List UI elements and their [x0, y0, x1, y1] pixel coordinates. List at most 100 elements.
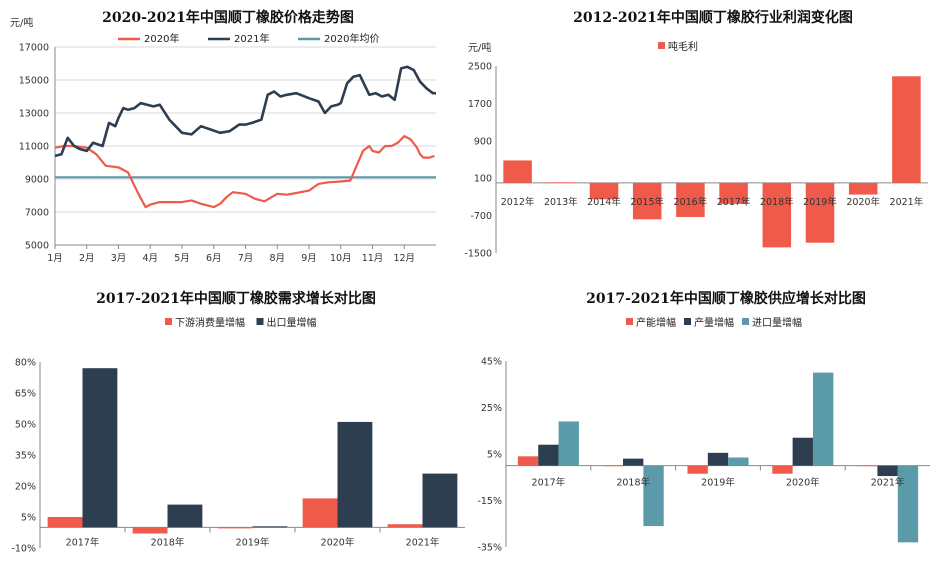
y-tick-label: 5%: [21, 513, 36, 524]
x-tick-label: 2018年: [616, 477, 650, 489]
bar: [632, 182, 662, 220]
y-axis-unit: 元/吨: [10, 16, 33, 29]
legend-label: 2020年均价: [324, 32, 379, 45]
y-tick-label: 2500: [468, 62, 492, 73]
bar: [812, 372, 834, 466]
legend-label: 出口量增幅: [267, 316, 317, 329]
demand-bar-chart: 2017-2021年中国顺丁橡胶需求增长对比图 -10% 5% 20% 35% 50% 6…: [11, 290, 465, 555]
legend-label: 产能增幅: [636, 316, 676, 329]
x-tick-label: 2016年: [674, 196, 708, 208]
y-tick-label: 9000: [25, 175, 49, 186]
y-tick-label: 25%: [481, 403, 502, 414]
y-tick-label: 11000: [19, 142, 49, 153]
y-tick-label: 15000: [19, 76, 49, 87]
y-tick-label: 80%: [15, 358, 36, 369]
legend-swatch: [742, 318, 749, 325]
chart-title: 2020-2021年中国顺丁橡胶价格走势图: [102, 9, 354, 26]
y-tick-label: 5%: [487, 450, 502, 461]
bar: [792, 437, 813, 466]
bar: [132, 527, 168, 534]
legend-label: 2020年: [144, 32, 179, 45]
y-tick-label: -700: [470, 211, 492, 222]
bar: [897, 465, 919, 543]
bar: [337, 421, 373, 528]
legend-swatch: [626, 318, 633, 325]
bar: [687, 465, 708, 474]
x-tick-label: 2021年: [871, 477, 905, 489]
bar: [805, 182, 835, 243]
bar: [302, 498, 338, 528]
legend-label: 2021年: [234, 32, 269, 45]
chart-title: 2012-2021年中国顺丁橡胶行业利润变化图: [573, 9, 853, 26]
y-tick-label: 13000: [19, 109, 49, 120]
bar: [707, 452, 729, 466]
bar: [47, 517, 83, 528]
y-tick-label: 5000: [25, 241, 49, 252]
x-tick-label: 10月: [330, 253, 352, 264]
legend-swatch: [658, 42, 665, 49]
bar: [719, 182, 748, 204]
x-tick-label: 2月: [79, 253, 95, 264]
bar: [546, 182, 576, 184]
bar: [517, 456, 539, 466]
bar: [848, 182, 878, 195]
x-tick-label: 2018年: [151, 536, 185, 548]
x-tick-label: 2019年: [701, 477, 735, 489]
legend-label: 进口量增幅: [752, 316, 802, 329]
bar: [558, 421, 579, 466]
price-line-chart: 2020-2021年中国顺丁橡胶价格走势图 元/吨 5000 7000 9000 11…: [10, 9, 436, 264]
bar: [892, 76, 921, 183]
profit-chart-panel: 2012-2021年中国顺丁橡胶行业利润变化图 元/吨 -1500 -700 100…: [450, 0, 938, 285]
x-tick-label: 6月: [206, 253, 222, 264]
bar: [252, 526, 288, 528]
bar: [589, 182, 619, 200]
y-tick-label: 50%: [15, 420, 36, 431]
y-tick-label: -10%: [11, 544, 36, 555]
y-tick-label: 900: [474, 136, 492, 147]
legend-swatch: [684, 318, 691, 325]
bar: [387, 524, 423, 528]
bar: [676, 182, 705, 218]
y-tick-label: -35%: [477, 543, 502, 554]
x-tick-label: 1月: [47, 253, 63, 264]
y-tick-label: 20%: [15, 482, 36, 493]
legend-label: 吨毛利: [668, 40, 698, 53]
supply-chart-panel: 2017-2021年中国顺丁橡胶供应增长对比图 -35% -15% 5% 25% 45%…: [470, 285, 938, 568]
series-line: [54, 65, 436, 158]
x-tick-label: 2021年: [406, 536, 440, 548]
chart-title: 2017-2021年中国顺丁橡胶需求增长对比图: [96, 290, 376, 307]
x-tick-label: 5月: [174, 253, 190, 264]
legend-label: 下游消费量增幅: [175, 316, 245, 329]
bar: [82, 368, 118, 528]
x-tick-label: 2018年: [760, 196, 794, 208]
bar: [762, 182, 792, 248]
y-axis-unit: 元/吨: [468, 41, 491, 54]
legend-swatch: [165, 318, 172, 325]
x-tick-label: 2020年: [786, 477, 820, 489]
demand-chart-panel: 2017-2021年中国顺丁橡胶需求增长对比图 -10% 5% 20% 35% 50% 6…: [0, 285, 470, 568]
y-tick-label: 45%: [481, 357, 502, 368]
x-tick-label: 3月: [111, 253, 127, 264]
y-tick-label: 1700: [468, 99, 492, 110]
bar: [877, 465, 898, 477]
price-chart-panel: 2020-2021年中国顺丁橡胶价格走势图 元/吨 5000 7000 9000 11…: [0, 0, 450, 285]
series-line: [54, 135, 435, 209]
chart-title: 2017-2021年中国顺丁橡胶供应增长对比图: [586, 290, 866, 307]
x-tick-label: 2012年: [501, 196, 535, 208]
x-tick-label: 2017年: [66, 536, 100, 548]
x-tick-label: 2021年: [890, 196, 924, 208]
y-tick-label: 100: [474, 174, 492, 185]
x-tick-label: 8月: [269, 253, 285, 264]
x-tick-label: 4月: [142, 253, 158, 264]
bar: [772, 465, 793, 474]
bar: [503, 160, 532, 183]
bar: [538, 444, 559, 466]
bar: [167, 504, 203, 528]
profit-bar-chart: 2012-2021年中国顺丁橡胶行业利润变化图 元/吨 -1500 -700 100…: [464, 9, 928, 260]
y-tick-label: 65%: [15, 389, 36, 400]
y-tick-label: 17000: [19, 43, 49, 54]
x-tick-label: 2020年: [846, 196, 880, 208]
x-tick-label: 2019年: [803, 196, 837, 208]
x-tick-label: 2013年: [544, 196, 578, 208]
bar: [422, 473, 458, 528]
